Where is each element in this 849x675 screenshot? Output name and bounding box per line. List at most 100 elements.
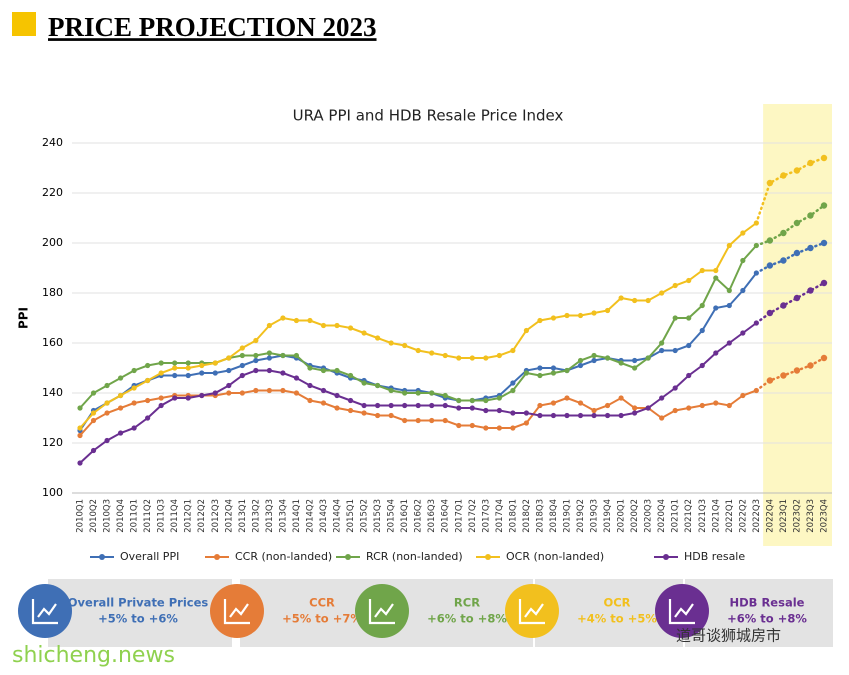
x-tick-label: 2013Q1 <box>238 499 248 533</box>
y-tick-label: 140 <box>42 386 63 399</box>
data-point <box>104 400 110 406</box>
data-point <box>793 167 801 174</box>
y-tick-label: 160 <box>42 336 63 349</box>
data-point <box>158 395 164 401</box>
projection-highlight <box>763 104 832 546</box>
data-point <box>253 352 259 359</box>
badge-title: CCR <box>309 596 335 610</box>
data-point <box>807 159 814 167</box>
data-point <box>713 350 719 356</box>
data-point <box>280 387 286 394</box>
x-tick-label: 2020Q3 <box>644 499 654 533</box>
data-point <box>483 397 489 404</box>
legend-marker <box>99 554 105 560</box>
data-point <box>442 392 448 399</box>
data-point <box>537 317 543 324</box>
data-point <box>550 370 557 376</box>
data-point <box>632 357 638 364</box>
data-point <box>293 352 300 359</box>
data-point <box>375 402 381 409</box>
data-point <box>402 342 408 349</box>
data-point <box>307 365 313 371</box>
data-point <box>293 375 300 381</box>
data-point <box>591 357 597 364</box>
data-point <box>469 397 475 404</box>
x-tick-label: 2016Q3 <box>427 499 437 533</box>
chart-title: URA PPI and HDB Resale Price Index <box>293 107 564 125</box>
legend-marker <box>345 554 351 560</box>
data-point <box>726 340 732 346</box>
data-point <box>402 402 408 409</box>
data-point <box>740 287 746 294</box>
data-point <box>740 257 746 264</box>
x-tick-label: 2017Q1 <box>454 499 464 533</box>
data-point <box>632 405 638 411</box>
data-point <box>577 412 584 419</box>
data-point <box>361 380 367 386</box>
x-tick-label: 2019Q3 <box>590 499 600 533</box>
data-point <box>172 360 178 366</box>
badge-icon-chart <box>668 599 695 625</box>
data-point <box>280 315 286 321</box>
legend-label: OCR (non-landed) <box>506 550 604 563</box>
data-point <box>618 412 624 419</box>
data-point <box>266 387 272 394</box>
data-point <box>807 212 814 219</box>
data-point <box>158 370 164 376</box>
x-tick-label: 2013Q2 <box>251 499 261 533</box>
data-point <box>307 397 313 404</box>
data-point <box>766 237 774 244</box>
data-point <box>429 417 435 424</box>
data-point <box>266 322 272 329</box>
data-point <box>686 372 692 379</box>
x-tick-label: 2019Q2 <box>576 499 586 533</box>
data-point <box>226 390 232 396</box>
x-tick-label: 2023Q2 <box>792 499 802 533</box>
x-tick-label: 2014Q4 <box>333 499 343 533</box>
data-point <box>199 362 205 369</box>
badge-range: +6% to +8% <box>727 612 807 626</box>
badge-range: +5% to +7% <box>282 612 362 626</box>
data-point <box>253 367 259 374</box>
data-point <box>415 347 421 354</box>
data-point <box>280 370 286 376</box>
data-point <box>740 330 746 336</box>
data-point <box>226 382 232 389</box>
data-point <box>510 347 516 354</box>
data-point <box>699 302 705 309</box>
data-point <box>131 385 137 391</box>
data-point <box>726 302 732 309</box>
x-tick-label: 2017Q4 <box>495 499 505 533</box>
data-point <box>672 347 678 354</box>
data-point <box>672 407 678 414</box>
badge-icon-chart <box>223 599 250 625</box>
data-point <box>564 312 570 319</box>
data-point <box>199 392 205 399</box>
data-point <box>469 405 475 411</box>
data-point <box>713 305 719 311</box>
data-point <box>415 417 421 424</box>
y-tick-label: 200 <box>42 236 63 249</box>
data-point <box>361 330 367 336</box>
data-point <box>104 382 110 389</box>
data-point <box>172 395 178 401</box>
data-point <box>483 407 489 414</box>
data-point <box>523 410 530 416</box>
data-point <box>577 312 584 319</box>
badge-panel <box>48 579 232 647</box>
data-point <box>402 417 408 424</box>
badge-title: HDB Resale <box>730 596 805 610</box>
data-point <box>145 377 151 384</box>
data-point <box>239 372 245 379</box>
x-tick-label: 2018Q2 <box>522 499 532 533</box>
data-point <box>388 402 394 409</box>
data-point <box>456 422 462 429</box>
data-point <box>347 372 354 379</box>
data-point <box>766 179 774 187</box>
x-tick-label: 2013Q4 <box>278 499 288 533</box>
badge-range: +4% to +5% <box>577 612 657 626</box>
data-point <box>510 387 516 394</box>
data-point <box>185 365 191 371</box>
data-point <box>320 367 327 374</box>
x-tick-label: 2020Q4 <box>657 499 667 533</box>
